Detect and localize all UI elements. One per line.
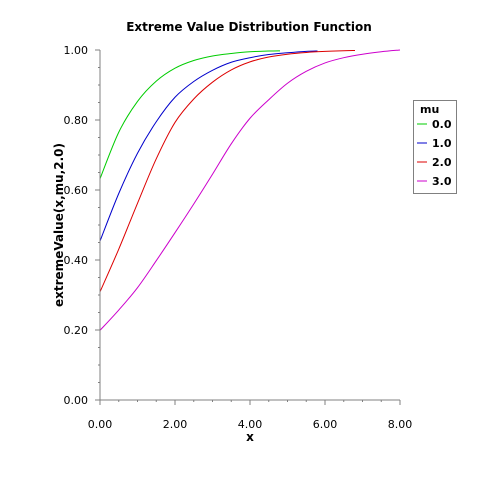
x-tick-label: 0.00 (88, 418, 113, 431)
y-tick-label: 0.60 (64, 184, 89, 197)
x-tick-label: 8.00 (388, 418, 413, 431)
x-axis-label: x (246, 430, 254, 444)
series-line-mu-0.0 (99, 50, 281, 179)
chart-title: Extreme Value Distribution Function (126, 20, 372, 34)
plot-area (99, 49, 401, 331)
y-axis-label: extremeValue(x,mu,2.0) (52, 143, 66, 307)
legend-title: mu (420, 103, 439, 116)
y-ticks: 0.00 0.20 0.40 0.60 0.80 1.00 (64, 44, 100, 407)
y-tick-label: 0.40 (64, 254, 89, 267)
y-tick-label: 0.80 (64, 114, 89, 127)
legend-label: 1.0 (432, 137, 452, 150)
x-tick-label: 6.00 (313, 418, 338, 431)
legend-box (413, 100, 457, 194)
legend: mu 0.0 1.0 2.0 3.0 (413, 100, 457, 194)
series-line-mu-3.0 (99, 49, 401, 331)
series-line-mu-2.0 (99, 49, 356, 293)
x-ticks: 0.00 2.00 4.00 6.00 8.00 (88, 400, 413, 431)
y-tick-label: 0.00 (64, 394, 89, 407)
y-tick-label: 0.20 (64, 324, 89, 337)
series-line-mu-1.0 (99, 50, 318, 242)
x-tick-label: 4.00 (238, 418, 263, 431)
x-tick-label: 2.00 (163, 418, 188, 431)
legend-label: 0.0 (432, 118, 452, 131)
legend-label: 2.0 (432, 156, 452, 169)
axes (99, 50, 400, 401)
y-tick-label: 1.00 (64, 44, 89, 57)
legend-label: 3.0 (432, 175, 452, 188)
